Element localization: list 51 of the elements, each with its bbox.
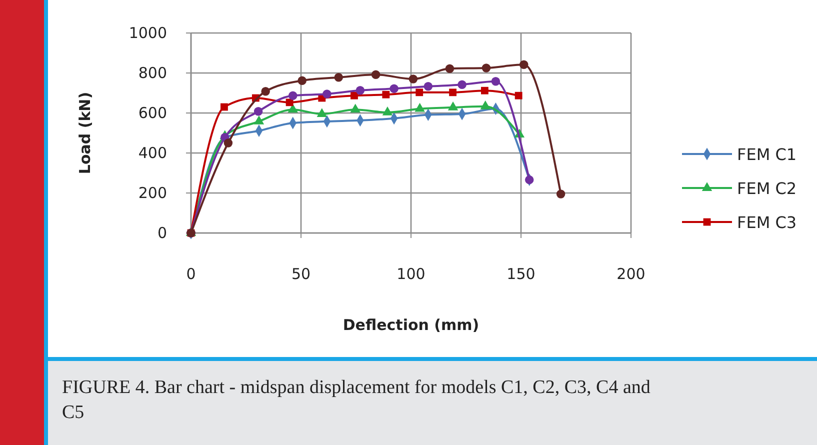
point [390, 84, 398, 93]
point [480, 100, 490, 110]
y-tick-label: 1000 [128, 24, 167, 42]
point [458, 80, 466, 89]
point [298, 76, 306, 85]
point [288, 104, 298, 113]
legend-label: FEM C1 [737, 145, 797, 164]
x-tick-label: 100 [396, 265, 426, 283]
point [414, 102, 425, 112]
point [482, 64, 491, 72]
x-axis-title: Deflection (mm) [342, 316, 480, 334]
point [288, 91, 298, 100]
point [491, 77, 500, 86]
y-tick-label: 600 [138, 104, 167, 122]
point [356, 86, 365, 95]
point [350, 92, 358, 100]
point [382, 106, 393, 116]
point [371, 70, 380, 79]
point [322, 90, 332, 98]
point [514, 92, 522, 100]
point [556, 190, 566, 198]
point [261, 87, 270, 96]
caption: FIGURE 4. Bar chart - midspan displacement for models C1, C2, C3, C4 and C5 [62, 377, 651, 423]
point [220, 103, 228, 111]
point [519, 60, 528, 69]
point [449, 88, 457, 96]
point [224, 138, 233, 148]
legend-label: FEM C3 [737, 213, 797, 232]
y-axis-title: Load (kN) [76, 92, 94, 174]
y-tick-label: 400 [138, 144, 167, 162]
y-tick-label: 200 [138, 184, 167, 202]
point [350, 104, 360, 113]
point [286, 98, 294, 106]
point [254, 107, 263, 116]
legend-label: FEM C2 [737, 179, 797, 198]
y-tick-label: 0 [157, 224, 167, 242]
x-tick-label: 150 [506, 265, 536, 283]
x-tick-label: 0 [186, 265, 196, 283]
point [408, 74, 418, 84]
x-tick-label: 50 [291, 265, 311, 283]
point [448, 102, 458, 110]
point [334, 73, 343, 82]
point [416, 88, 424, 96]
point [382, 90, 390, 98]
point [316, 108, 327, 117]
point [424, 82, 433, 91]
point [254, 116, 264, 124]
y-tick-label: 800 [138, 64, 167, 82]
point [480, 86, 488, 94]
point [445, 64, 454, 73]
x-tick-label: 200 [616, 265, 646, 283]
